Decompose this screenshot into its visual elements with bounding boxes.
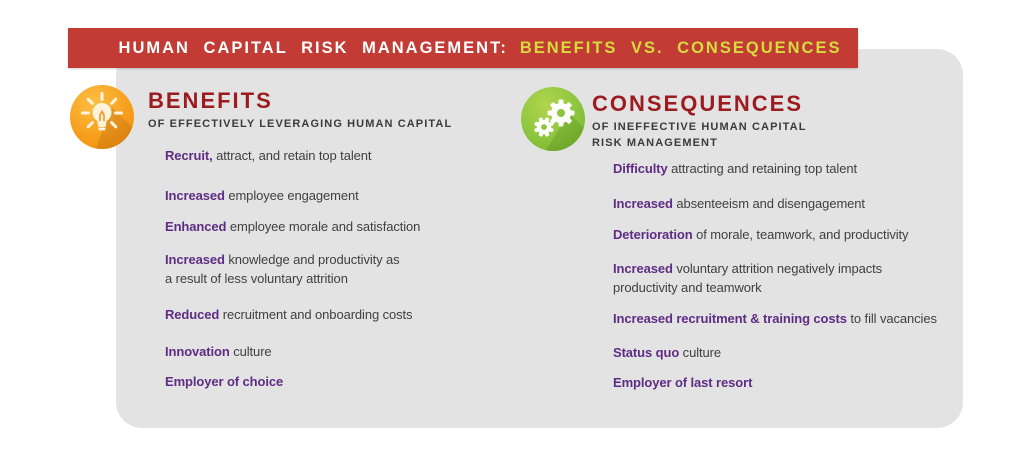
benefits-list: Recruit, attract, and retain top talent … <box>165 146 535 391</box>
keyword: Increased <box>165 252 225 267</box>
gears-icon <box>521 87 585 151</box>
item-text: absenteeism and disengagement <box>672 196 865 211</box>
keyword: Employer of choice <box>165 374 284 389</box>
consequences-list: Difficulty attracting and retaining top … <box>613 159 983 392</box>
item-text: attracting and retaining top talent <box>667 161 857 176</box>
keyword: Increased recruitment & training costs <box>613 311 847 326</box>
list-item: Enhanced employee morale and satisfactio… <box>165 217 535 236</box>
keyword: Innovation <box>165 344 230 359</box>
item-text: employee morale and satisfaction <box>226 219 421 234</box>
list-item: Increased employee engagement <box>165 186 535 205</box>
consequences-subtitle-line2: RISK MANAGEMENT <box>592 137 718 149</box>
item-text: knowledge and productivity as <box>224 252 400 267</box>
keyword: Enhanced <box>165 219 227 234</box>
gears-icon-svg <box>521 87 585 151</box>
item-text: attract, and retain top talent <box>212 148 372 163</box>
lightbulb-icon <box>70 85 134 149</box>
list-item: Employer of last resort <box>613 373 983 392</box>
banner-title: HUMAN CAPITAL RISK MANAGEMENT: <box>118 38 508 57</box>
item-text: a result of less voluntary attrition <box>165 271 348 286</box>
list-item: Employer of choice <box>165 372 535 391</box>
consequences-title: CONSEQUENCES <box>592 91 804 116</box>
keyword: Increased <box>613 261 673 276</box>
list-item: Status quo culture <box>613 343 983 362</box>
lightbulb-icon-svg <box>70 85 134 149</box>
consequences-header: CONSEQUENCES OF INEFFECTIVE HUMAN CAPITA… <box>592 93 807 151</box>
item-text: to fill vacancies <box>846 311 937 326</box>
keyword: Recruit, <box>165 148 213 163</box>
item-text: of morale, teamwork, and productivity <box>692 227 909 242</box>
keyword: Status quo <box>613 345 680 360</box>
benefits-subtitle: OF EFFECTIVELY LEVERAGING HUMAN CAPITAL <box>148 118 453 130</box>
item-text: employee engagement <box>224 188 359 203</box>
keyword: Deterioration <box>613 227 693 242</box>
item-text: recruitment and onboarding costs <box>219 307 413 322</box>
list-item: Difficulty attracting and retaining top … <box>613 159 983 178</box>
list-item: Innovation culture <box>165 342 535 361</box>
item-text: productivity and teamwork <box>613 280 762 295</box>
banner-title-accent: BENEFITS VS. CONSEQUENCES <box>519 38 842 57</box>
keyword: Increased <box>613 196 673 211</box>
list-item: Deterioration of morale, teamwork, and p… <box>613 225 983 244</box>
keyword: Employer of last resort <box>613 375 753 390</box>
keyword: Increased <box>165 188 225 203</box>
benefits-header: BENEFITS OF EFFECTIVELY LEVERAGING HUMAN… <box>148 90 452 132</box>
list-item: Recruit, attract, and retain top talent <box>165 146 535 165</box>
item-text: culture <box>679 345 722 360</box>
list-item: Increased recruitment & training costs t… <box>613 309 983 328</box>
keyword: Difficulty <box>613 161 668 176</box>
list-item: Increased absenteeism and disengagement <box>613 194 983 213</box>
consequences-subtitle-line1: OF INEFFECTIVE HUMAN CAPITAL <box>592 121 807 133</box>
item-text: culture <box>229 344 272 359</box>
list-item: Increased knowledge and productivity as a… <box>165 250 535 288</box>
benefits-title: BENEFITS <box>148 88 273 113</box>
item-text: voluntary attrition negatively impacts <box>672 261 883 276</box>
list-item: Reduced recruitment and onboarding costs <box>165 305 535 324</box>
title-banner: HUMAN CAPITAL RISK MANAGEMENT: BENEFITS … <box>68 28 858 68</box>
keyword: Reduced <box>165 307 220 322</box>
list-item: Increased voluntary attrition negatively… <box>613 259 983 297</box>
